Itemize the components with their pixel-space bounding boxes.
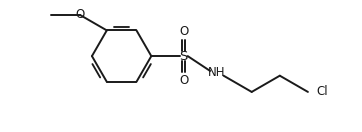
- Text: O: O: [179, 25, 188, 38]
- Text: Cl: Cl: [317, 85, 328, 98]
- Text: O: O: [179, 74, 188, 87]
- Text: O: O: [75, 8, 85, 22]
- Text: S: S: [180, 50, 188, 63]
- Text: NH: NH: [208, 66, 226, 79]
